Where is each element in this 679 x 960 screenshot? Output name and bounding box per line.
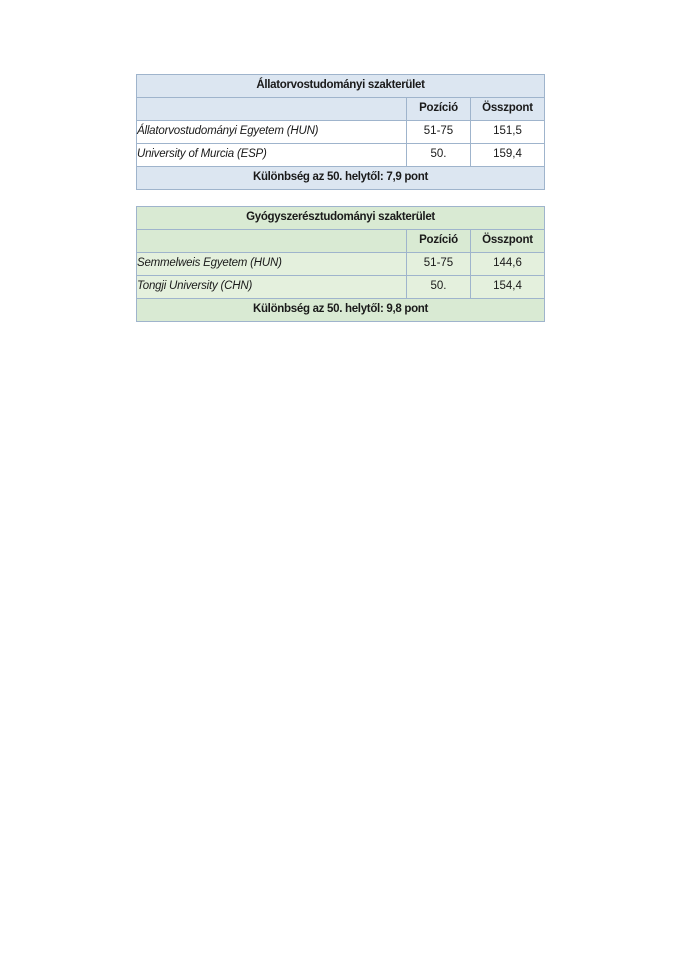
institution-name: University of Murcia (ESP) [136,143,407,167]
tables-container: Állatorvostudományi szakterület Pozíció … [135,74,546,322]
column-header-position: Pozíció [406,97,471,121]
institution-position: 50. [406,275,471,299]
table-footer-note: Különbség az 50. helytől: 7,9 pont [136,166,545,190]
ranking-table-veterinary: Állatorvostudományi szakterület Pozíció … [136,74,545,190]
table-footer-row: Különbség az 50. helytől: 9,8 pont [135,298,546,322]
ranking-table-pharmacy: Gyógyszerésztudományi szakterület Pozíci… [135,206,546,322]
column-header-position: Pozíció [406,229,471,253]
institution-score: 154,4 [469,275,546,299]
table-row: Állatorvostudományi Egyetem (HUN) 51-75 … [136,120,545,144]
column-header-institution [136,229,407,253]
table-row: Tongji University (CHN) 50. 154,4 [136,275,546,299]
table-row: University of Murcia (ESP) 50. 159,4 [136,143,545,167]
table-column-header-row: Pozíció Összpont [136,97,545,121]
institution-score: 144,6 [469,252,546,276]
table-footer-row: Különbség az 50. helytől: 7,9 pont [136,166,545,190]
table-row: Semmelweis Egyetem (HUN) 51-75 144,6 [136,252,546,276]
column-header-score: Összpont [470,97,545,121]
institution-score: 151,5 [470,120,545,144]
column-header-score: Összpont [469,229,546,253]
institution-position: 51-75 [406,252,471,276]
table-column-header-row: Pozíció Összpont [136,229,546,253]
table-footer-note: Különbség az 50. helytől: 9,8 pont [135,298,546,322]
institution-name: Semmelweis Egyetem (HUN) [136,252,407,276]
institution-name: Állatorvostudományi Egyetem (HUN) [136,120,407,144]
table-title: Gyógyszerésztudományi szakterület [135,206,546,230]
table-title: Állatorvostudományi szakterület [136,74,545,98]
table-title-row: Gyógyszerésztudományi szakterület [135,206,546,230]
institution-position: 50. [406,143,471,167]
table-title-row: Állatorvostudományi szakterület [136,74,545,98]
institution-position: 51-75 [406,120,471,144]
institution-score: 159,4 [470,143,545,167]
column-header-institution [136,97,407,121]
institution-name: Tongji University (CHN) [136,275,407,299]
